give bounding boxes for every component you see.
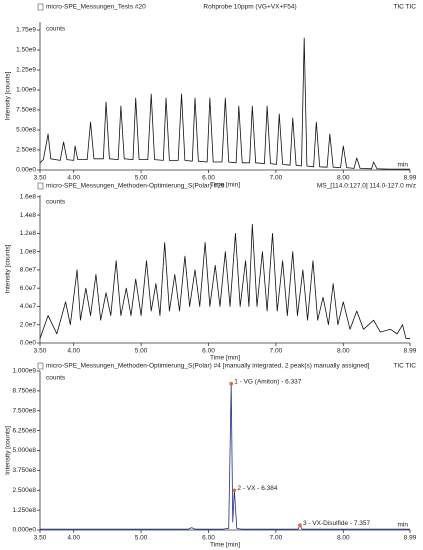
y-tick-label: 1.250e8 bbox=[13, 507, 37, 514]
y-axis-label: Intensity [counts] bbox=[5, 71, 12, 120]
y-tick-label: 1.00e9 bbox=[16, 87, 36, 94]
y-axis-label: Intensity [counts] bbox=[5, 244, 12, 293]
trace-line bbox=[39, 223, 410, 339]
trace-label: TIC TIC bbox=[393, 4, 416, 11]
y-tick-label: 6.250e8 bbox=[13, 427, 37, 434]
y-tick-label: 2.0e7 bbox=[20, 321, 37, 328]
y-tick-label: 2.500e8 bbox=[13, 487, 37, 494]
y-tick-label: 1.4e8 bbox=[20, 212, 37, 219]
y-tick-label: 8.0e7 bbox=[20, 267, 37, 274]
y-tick-label: 0.00e0 bbox=[16, 167, 36, 174]
x-axis-label: Time [min] bbox=[210, 542, 240, 549]
y-tick-label: 7.50e8 bbox=[16, 107, 36, 114]
y-tick-label: 6.0e7 bbox=[20, 285, 37, 292]
y-tick-label: 8.750e8 bbox=[13, 388, 37, 395]
y-tick-label: 0.0e0 bbox=[20, 340, 37, 347]
x-axis-label: Time [min] bbox=[210, 182, 240, 189]
x-tick-label: 5.00 bbox=[135, 175, 148, 182]
x-tick-label: 4.00 bbox=[67, 175, 80, 182]
y-tick-label: 1.75e9 bbox=[16, 27, 36, 34]
y-tick-label: 5.00e8 bbox=[16, 127, 36, 134]
trace-line bbox=[40, 383, 410, 530]
header-icon bbox=[37, 182, 44, 190]
y-tick-label: 0.000e0 bbox=[13, 527, 37, 534]
x-tick-label: 3.50 bbox=[34, 175, 47, 182]
y-tick-label: 7.500e8 bbox=[13, 407, 37, 414]
y-tick-label: 1.6e8 bbox=[20, 194, 37, 201]
x-tick-label: 5.00 bbox=[135, 348, 148, 355]
y-axis-label: Intensity [counts] bbox=[5, 426, 12, 475]
x-axis-label: Time [min] bbox=[210, 355, 240, 362]
peak-marker bbox=[298, 523, 302, 528]
peak-marker bbox=[229, 381, 234, 386]
y-tick-label: 1.0e8 bbox=[20, 248, 37, 255]
x-tick-label: 8.00 bbox=[337, 348, 350, 355]
x-tick-label: 4.00 bbox=[67, 348, 80, 355]
y-tick-label: 1.000e9 bbox=[13, 368, 37, 375]
header-icon bbox=[37, 362, 44, 370]
x-tick-label: 6.00 bbox=[202, 535, 215, 542]
header-icon bbox=[37, 3, 44, 11]
x-tick-label: 7.00 bbox=[270, 535, 283, 542]
x-tick-label: 7.00 bbox=[270, 348, 283, 355]
x-tick-label: 8.99 bbox=[404, 175, 417, 182]
trace-label: MS_[114.0:127.0] 114.0-127.0 m/z bbox=[317, 183, 416, 190]
y-tick-label: 2.50e8 bbox=[16, 147, 36, 154]
x-tick-label: 8.99 bbox=[404, 535, 417, 542]
y-tick-label: 5.000e8 bbox=[13, 447, 37, 454]
x-unit: min bbox=[398, 522, 409, 529]
x-tick-label: 3.50 bbox=[34, 535, 47, 542]
y-unit: counts bbox=[46, 375, 66, 382]
x-tick-label: 4.00 bbox=[67, 535, 80, 542]
panel-subtitle: Rohprobe 10ppm (VG+VX+F54) bbox=[203, 4, 296, 11]
peak-annotation: 1 - VG (Amiton) - 6.337 bbox=[234, 378, 302, 385]
x-tick-label: 5.00 bbox=[135, 535, 148, 542]
x-tick-label: 8.00 bbox=[337, 535, 350, 542]
y-tick-label: 1.2e8 bbox=[20, 230, 37, 237]
y-tick-label: 3.750e8 bbox=[13, 467, 37, 474]
trace-label: TIC TIC bbox=[393, 363, 416, 370]
x-unit: min bbox=[398, 162, 409, 169]
x-tick-label: 6.00 bbox=[202, 175, 215, 182]
panel-title: micro-SPE_Messungen_Methoden-Optimierung… bbox=[46, 183, 225, 190]
y-unit: counts bbox=[46, 199, 66, 206]
x-tick-label: 7.00 bbox=[270, 175, 283, 182]
peak-annotation: 3 - VX-Disulfide - 7.357 bbox=[303, 520, 371, 527]
panel-title: micro-SPE_Messungen_Tests #20 bbox=[46, 4, 146, 11]
panel-title: micro-SPE_Messungen_Methoden-Optimierung… bbox=[46, 363, 370, 370]
trace-line bbox=[39, 37, 410, 170]
y-tick-label: 1.50e9 bbox=[16, 47, 36, 54]
x-tick-label: 3.50 bbox=[34, 348, 47, 355]
peak-marker bbox=[232, 488, 237, 493]
peak-annotation: 2 - VX - 6.384 bbox=[237, 485, 277, 492]
x-tick-label: 8.00 bbox=[337, 175, 350, 182]
y-unit: counts bbox=[46, 26, 66, 33]
x-tick-label: 6.00 bbox=[202, 348, 215, 355]
y-tick-label: 4.0e7 bbox=[20, 303, 37, 310]
y-tick-label: 1.25e9 bbox=[16, 67, 36, 74]
x-tick-label: 8.99 bbox=[404, 348, 417, 355]
